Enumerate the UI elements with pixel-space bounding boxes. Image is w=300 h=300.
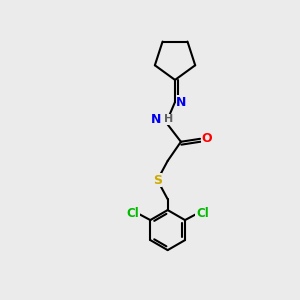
Text: Cl: Cl [196,207,209,220]
Text: S: S [153,173,162,187]
Text: O: O [201,132,212,145]
Text: N: N [151,112,161,126]
Text: Cl: Cl [127,207,139,220]
Text: N: N [176,95,187,109]
Text: H: H [164,114,173,124]
